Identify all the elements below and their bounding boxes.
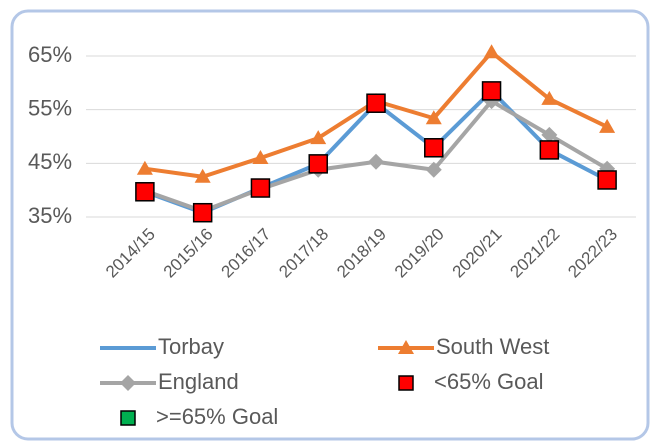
data-point	[308, 154, 328, 174]
data-point	[425, 110, 442, 125]
legend-label: >=65% Goal	[156, 404, 278, 429]
data-point	[597, 170, 617, 190]
chart-frame	[10, 9, 650, 441]
data-point	[135, 182, 155, 202]
legend-item: South West	[378, 334, 549, 359]
data-point	[192, 202, 213, 223]
data-point	[310, 130, 327, 145]
legend-marker	[120, 375, 136, 391]
legend-item: <65% Goal	[398, 369, 543, 394]
y-tick-label: 55%	[28, 95, 72, 120]
data-point	[541, 126, 558, 143]
legend-item: England	[100, 369, 239, 394]
legend-label: <65% Goal	[434, 369, 543, 394]
data-point	[481, 81, 502, 101]
data-point	[136, 160, 153, 175]
legend-marker	[398, 375, 414, 391]
data-point	[250, 178, 271, 198]
data-point	[541, 90, 558, 105]
y-tick-label: 35%	[28, 203, 72, 228]
data-point	[366, 93, 386, 113]
data-point	[424, 138, 444, 158]
legend-item: >=65% Goal	[120, 404, 278, 429]
legend-item: Torbay	[100, 334, 224, 359]
data-point	[425, 161, 442, 178]
legend-label: Torbay	[158, 334, 224, 359]
data-point	[252, 149, 269, 164]
data-point	[539, 140, 560, 160]
y-tick-label: 45%	[28, 149, 72, 174]
data-point	[194, 168, 211, 183]
data-point	[368, 153, 384, 170]
legend-marker	[120, 410, 136, 426]
legend-label: England	[158, 369, 239, 394]
data-point	[599, 118, 616, 133]
legend-label: South West	[436, 334, 549, 359]
y-tick-label: 65%	[28, 42, 72, 67]
legend-marker	[398, 340, 414, 354]
data-point	[483, 44, 500, 59]
